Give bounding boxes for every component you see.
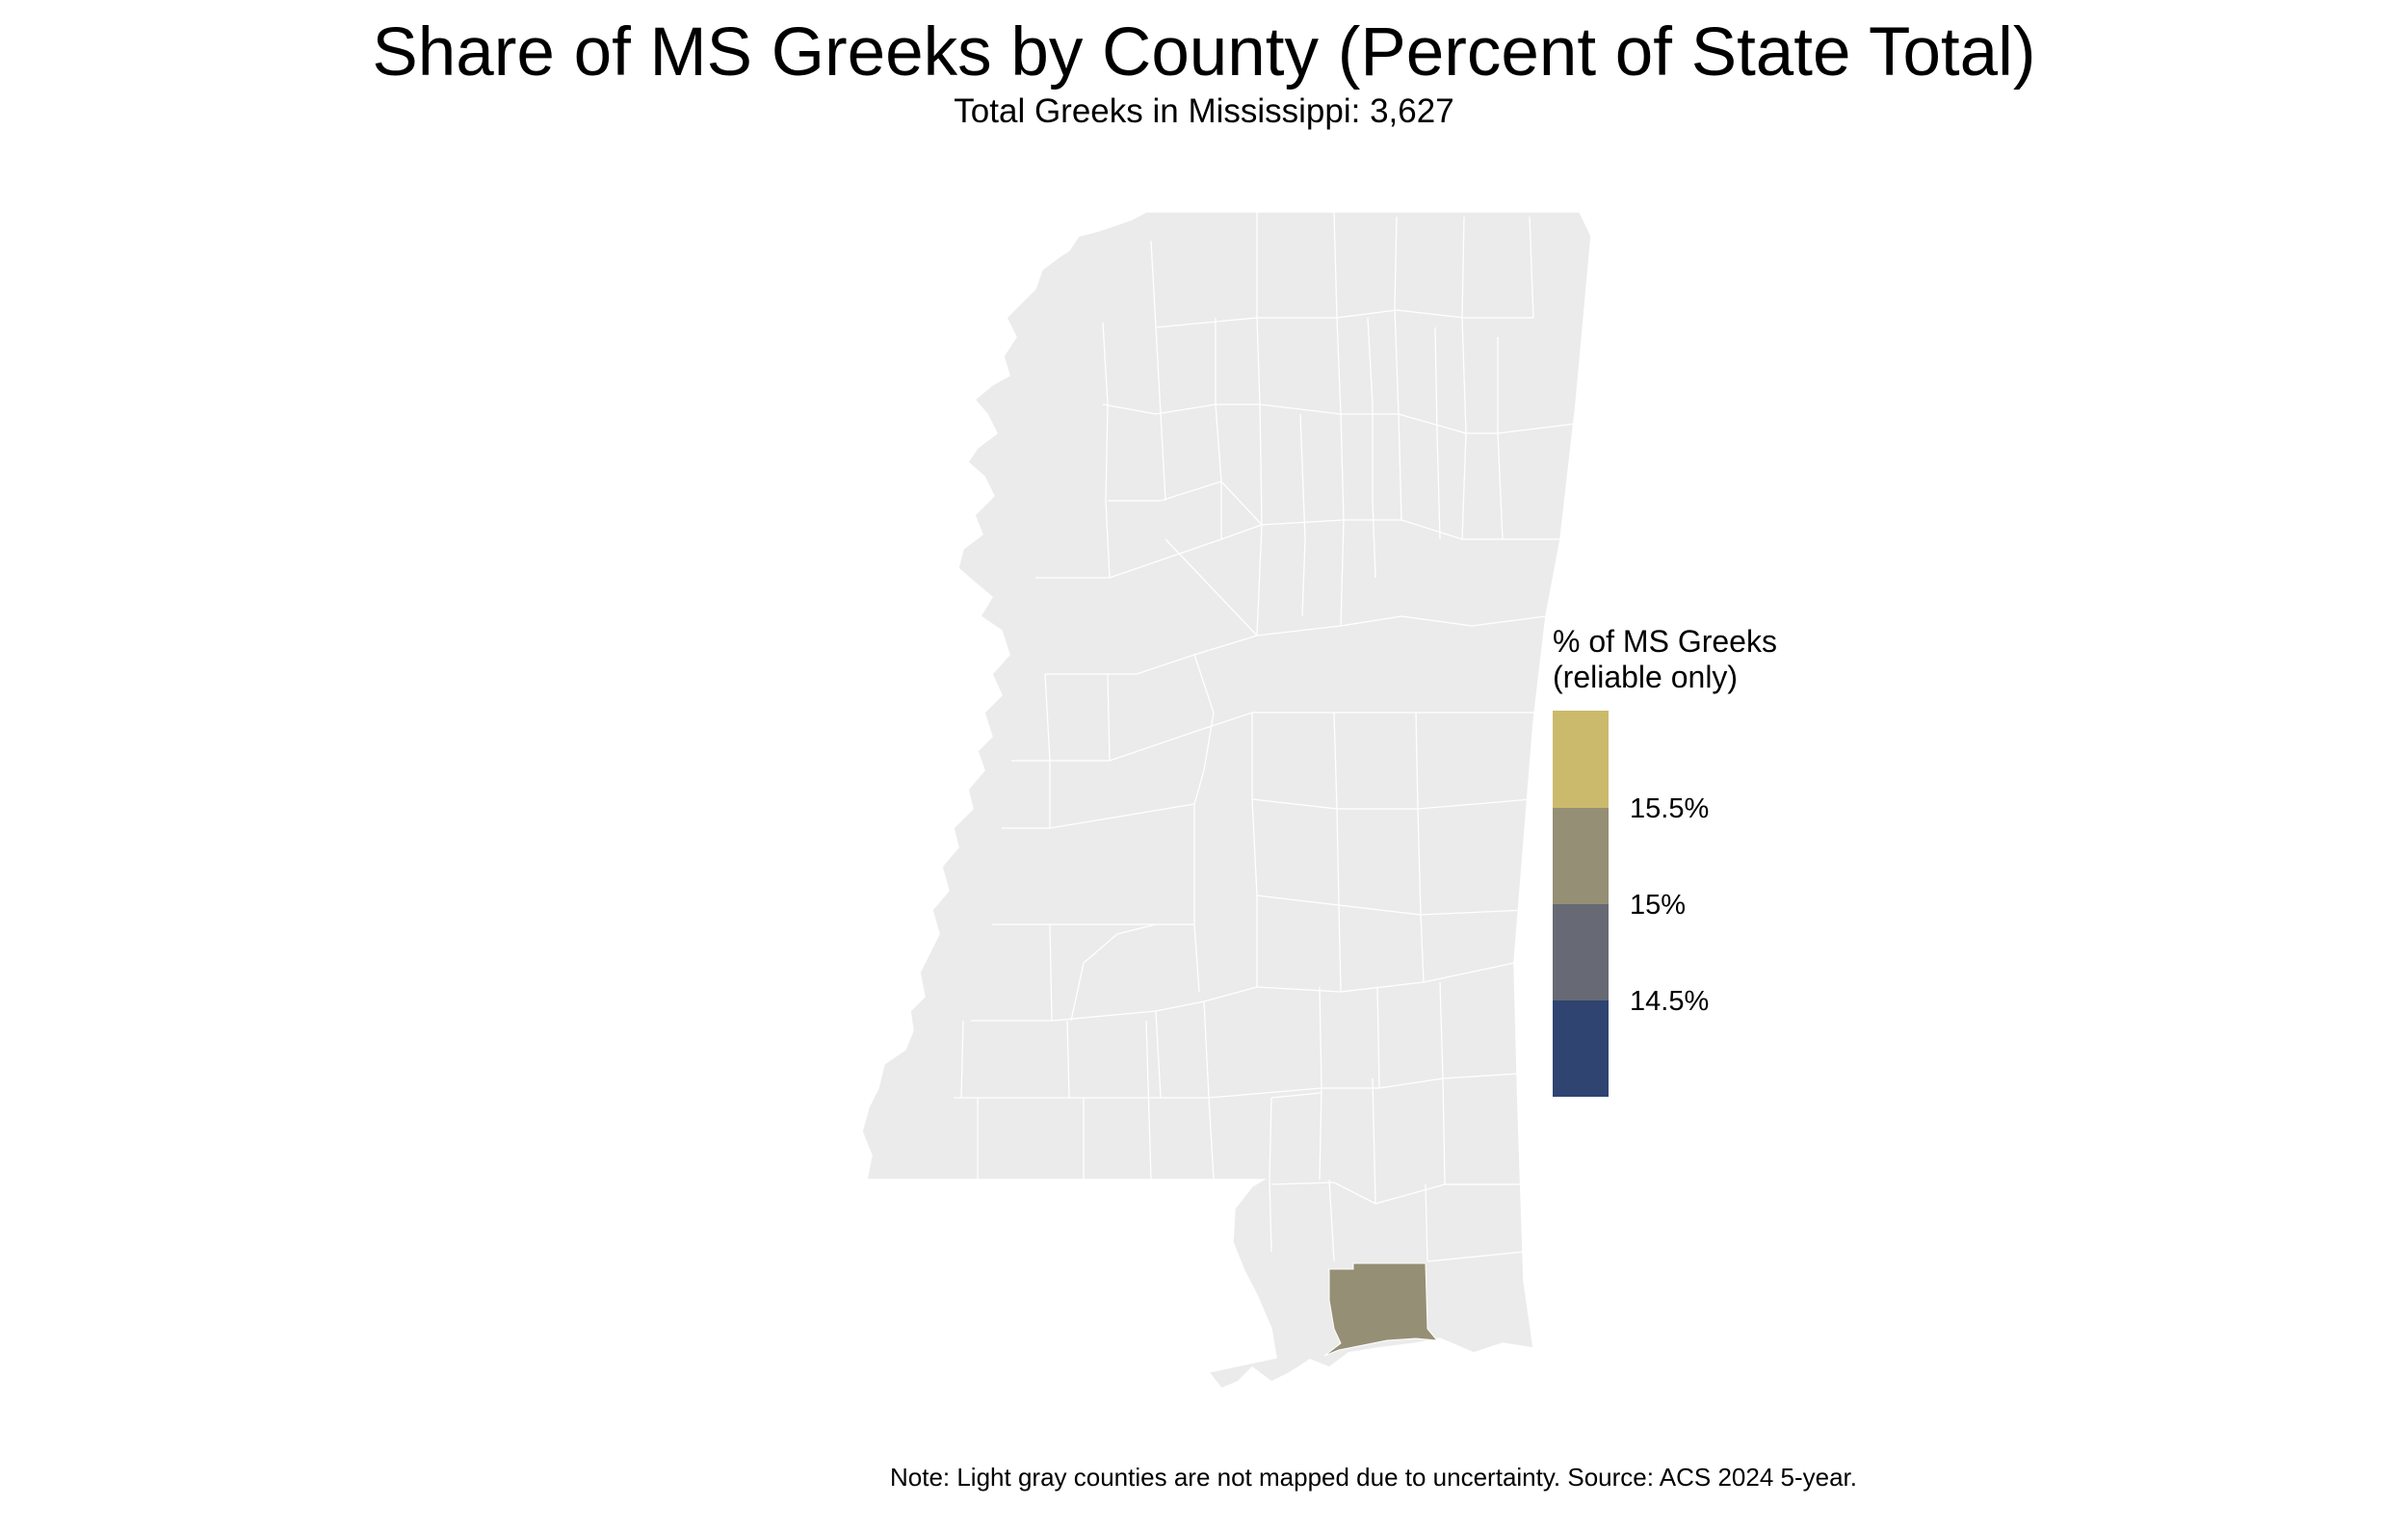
state-outline [861,211,1592,1389]
county-borders [954,211,1577,1262]
legend-label-2: 15% [1630,890,1687,921]
legend-label-3: 14.5% [1630,986,1710,1017]
legend-label-1: 15.5% [1630,793,1710,824]
legend-bin-1 [1553,711,1609,808]
map-title: Share of MS Greeks by County (Percent of… [372,14,2036,91]
legend-color-bar [1553,711,1609,1097]
highlighted-county [1323,1262,1439,1357]
map-subtitle: Total Greeks in Mississippi: 3,627 [954,92,1454,130]
legend-title-line1: % of MS Greeks [1553,624,1777,659]
legend-title-line2: (reliable only) [1553,660,1739,694]
legend-bin-2 [1553,808,1609,904]
map-caption: Note: Light gray counties are not mapped… [889,1463,1858,1492]
legend-bin-4 [1553,1000,1609,1097]
legend-title: % of MS Greeks (reliable only) [1553,624,1777,695]
legend-bin-3 [1553,904,1609,1000]
